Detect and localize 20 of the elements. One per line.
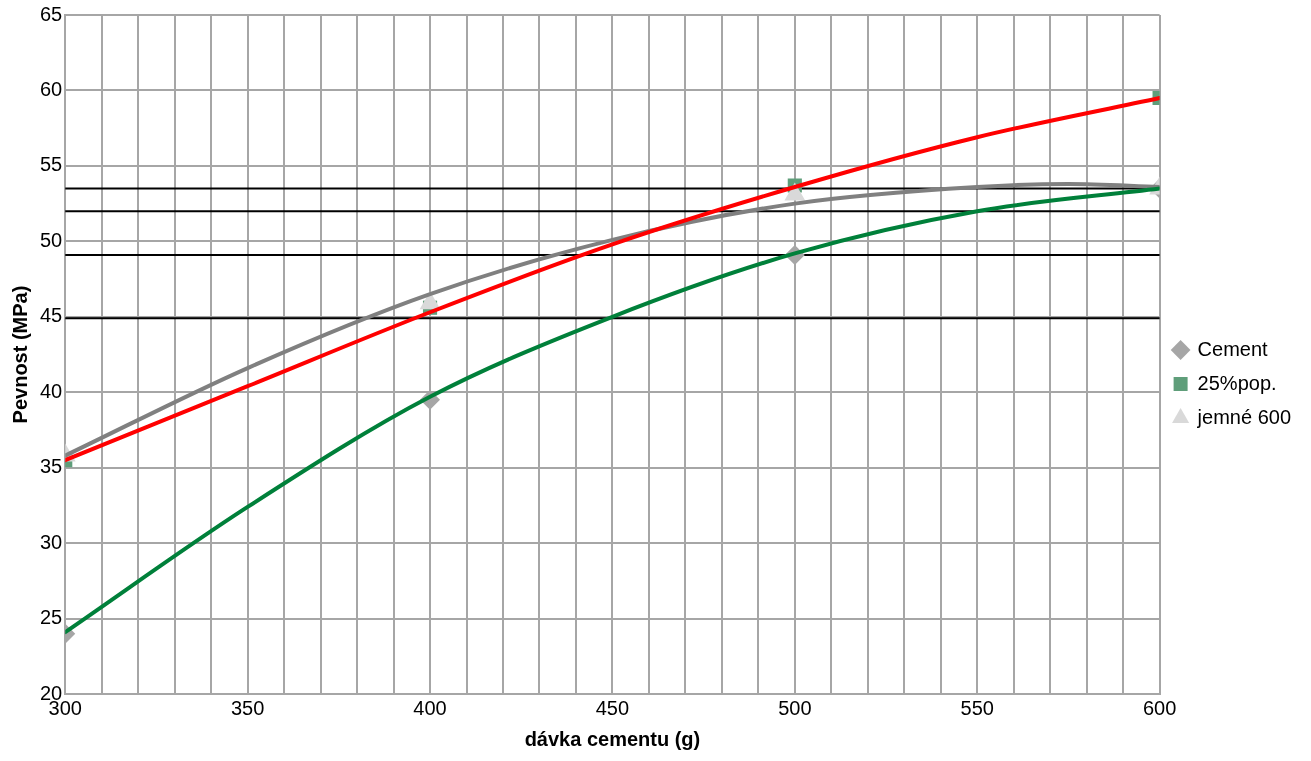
y-tick-label: 25 (40, 606, 63, 629)
y-tick-label: 60 (40, 77, 63, 100)
legend-label: jemné 600 (1196, 405, 1292, 428)
x-axis-title: dávka cementu (g) (524, 727, 701, 750)
y-tick-label: 40 (40, 379, 63, 402)
legend-label: Cement (1197, 337, 1269, 360)
y-tick-label: 35 (40, 455, 63, 478)
legend-label: 25%pop. (1197, 371, 1277, 394)
x-tick-label: 500 (778, 696, 812, 719)
x-tick-label: 400 (413, 696, 447, 719)
x-tick-label: 350 (230, 696, 265, 719)
y-tick-label: 45 (40, 304, 63, 327)
y-tick-label: 50 (40, 228, 63, 251)
x-tick-label: 450 (595, 696, 630, 719)
y-tick-label: 30 (40, 530, 63, 553)
y-axis-title: Pevnost (MPa) (8, 285, 31, 424)
x-tick-label: 600 (1142, 696, 1177, 719)
x-tick-label: 550 (960, 696, 994, 719)
y-tick-label: 55 (40, 153, 63, 176)
y-tick-label: 65 (40, 2, 63, 25)
